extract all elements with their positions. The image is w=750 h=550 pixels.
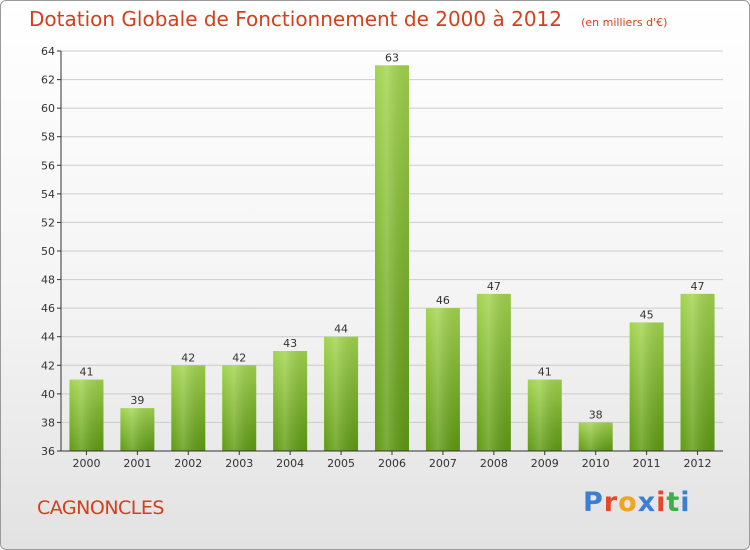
y-tick-label: 52 [41, 216, 55, 229]
bar-shine-2012 [680, 293, 715, 451]
data-label-2001: 39 [130, 394, 144, 407]
y-tick-label: 60 [41, 102, 55, 115]
x-tick-label-2006: 2006 [378, 457, 406, 470]
data-label-2007: 46 [436, 294, 450, 307]
data-label-2006: 63 [385, 51, 399, 64]
y-tick-label: 46 [41, 302, 55, 315]
y-tick-label: 44 [41, 331, 55, 344]
data-label-2008: 47 [487, 280, 501, 293]
x-tick-label-2010: 2010 [582, 457, 610, 470]
bar-shine-2006 [375, 65, 409, 452]
bar-shine-2005 [324, 336, 359, 451]
x-tick-label-2001: 2001 [123, 457, 151, 470]
logo-letter: x [637, 487, 657, 518]
data-label-2011: 45 [640, 308, 654, 321]
x-tick-label-2008: 2008 [480, 457, 508, 470]
y-tick-label: 58 [41, 131, 55, 144]
data-label-2012: 47 [691, 280, 705, 293]
logo-letter: t [666, 487, 681, 518]
bar-shine-2011 [629, 322, 664, 451]
chart-title: Dotation Globale de Fonctionnement de 20… [29, 7, 562, 31]
bar-shine-2001 [120, 408, 155, 451]
y-tick-label: 42 [41, 359, 55, 372]
data-label-2010: 38 [589, 408, 603, 421]
bar-shine-2003 [222, 365, 257, 451]
x-tick-label-2002: 2002 [174, 457, 202, 470]
bar-shine-2010 [578, 422, 613, 451]
y-tick-label: 40 [41, 388, 55, 401]
x-tick-label-2009: 2009 [531, 457, 559, 470]
commune-name: CAGNONCLES [37, 497, 164, 519]
x-tick-label-2003: 2003 [225, 457, 253, 470]
x-tick-label-2012: 2012 [684, 457, 712, 470]
y-tick-label: 50 [41, 245, 55, 258]
logo-letter: i [656, 487, 667, 518]
y-tick-label: 38 [41, 416, 55, 429]
data-label-2000: 41 [79, 366, 93, 379]
x-tick-label-2005: 2005 [327, 457, 355, 470]
bar-shine-2008 [476, 293, 511, 451]
data-label-2005: 44 [334, 323, 348, 336]
data-label-2002: 42 [181, 351, 195, 364]
data-label-2004: 43 [283, 337, 297, 350]
title-row: Dotation Globale de Fonctionnement de 20… [29, 7, 667, 31]
x-tick-label-2011: 2011 [633, 457, 661, 470]
logo-letter: o [618, 487, 638, 518]
bars [69, 65, 715, 452]
y-tick-label: 48 [41, 274, 55, 287]
y-tick-label: 54 [41, 188, 55, 201]
x-tick-label-2004: 2004 [276, 457, 304, 470]
data-label-2009: 41 [538, 366, 552, 379]
bar-shine-2000 [69, 379, 104, 451]
logo-letter: P [583, 487, 604, 518]
data-label-2003: 42 [232, 351, 246, 364]
x-tick-label-2007: 2007 [429, 457, 457, 470]
x-tick-label-2000: 2000 [72, 457, 100, 470]
y-tick-label: 64 [41, 45, 55, 58]
y-tick-label: 36 [41, 445, 55, 458]
bar-shine-2004 [273, 351, 308, 451]
proxiti-logo: Proxiti [583, 487, 691, 518]
y-tick-label: 62 [41, 74, 55, 87]
y-tick-label: 56 [41, 159, 55, 172]
data-labels: 41 39 42 42 43 44 63 46 47 41 38 45 47 [79, 51, 704, 421]
bar-shine-2009 [527, 379, 562, 451]
chart-subtitle: (en milliers d'€) [581, 16, 668, 29]
bar-shine-2007 [425, 308, 460, 451]
bar-shine-2002 [171, 365, 206, 451]
logo-letter: r [603, 487, 619, 518]
logo-letter: i [680, 487, 691, 518]
axes: 36 38 40 42 44 46 48 50 52 54 56 58 60 62 64 2000 2001 20… [41, 45, 723, 470]
